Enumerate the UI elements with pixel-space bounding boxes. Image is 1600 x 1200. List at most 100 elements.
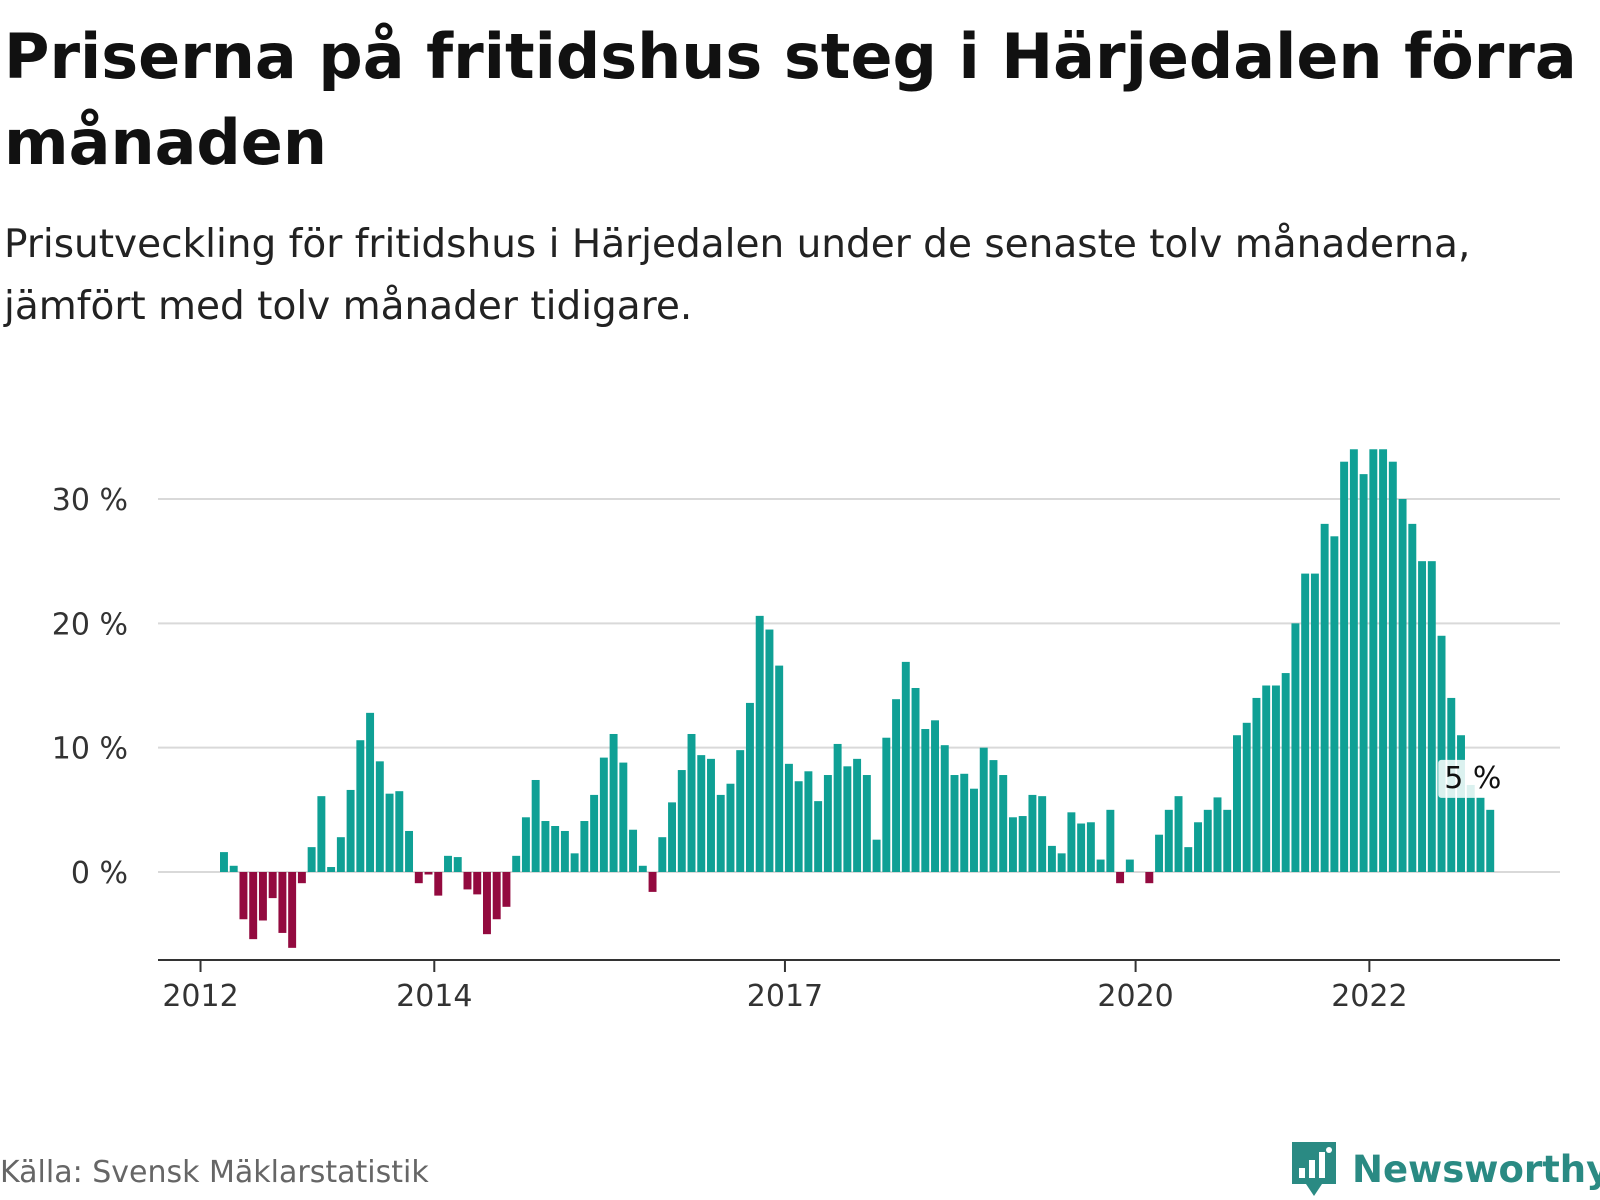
bar xyxy=(366,712,375,872)
y-tick-label: 10 % xyxy=(52,732,128,767)
bar xyxy=(989,760,998,872)
bar xyxy=(853,758,862,872)
bar xyxy=(1359,474,1368,872)
bar xyxy=(609,733,618,872)
bar-chart-bubble-icon xyxy=(1292,1142,1336,1196)
bar xyxy=(375,761,384,872)
end-value-label: 5 % xyxy=(1444,761,1501,796)
bar xyxy=(1252,697,1261,872)
bar xyxy=(288,872,297,948)
bar xyxy=(297,872,306,884)
bar xyxy=(668,802,676,872)
bar xyxy=(619,762,628,872)
bar xyxy=(1077,823,1086,872)
bar xyxy=(707,758,715,872)
bar xyxy=(414,872,423,884)
bar xyxy=(1310,573,1319,872)
bar xyxy=(1427,561,1436,872)
bar xyxy=(716,794,725,872)
bar xyxy=(444,855,452,872)
brand-logo: Newsworthy xyxy=(1288,1138,1600,1200)
bar xyxy=(239,872,248,920)
bar xyxy=(882,737,891,872)
bar xyxy=(794,781,803,872)
bar xyxy=(424,872,433,875)
bar xyxy=(921,729,930,872)
bar xyxy=(745,702,754,872)
bar xyxy=(648,872,657,892)
bar xyxy=(434,872,443,896)
bars xyxy=(220,449,1495,948)
bar xyxy=(502,872,511,907)
bar xyxy=(1349,449,1358,872)
bar xyxy=(1271,685,1280,872)
x-tick-label: 2012 xyxy=(162,979,238,1014)
bar xyxy=(1466,784,1475,872)
bar xyxy=(1320,523,1329,872)
chart-subtitle: Prisutveckling för fritidshus i Härjedal… xyxy=(4,222,1471,329)
bar xyxy=(911,687,920,872)
bar xyxy=(1437,635,1446,872)
bar xyxy=(755,615,764,872)
bar xyxy=(1125,859,1134,872)
bar xyxy=(979,747,988,872)
bar xyxy=(307,847,316,872)
bar xyxy=(736,750,745,872)
bar xyxy=(687,733,696,872)
bar xyxy=(823,775,832,872)
bar xyxy=(1418,561,1427,872)
bar xyxy=(1028,794,1037,872)
bar xyxy=(590,794,599,872)
bar xyxy=(960,773,969,872)
bar xyxy=(697,755,706,872)
bar xyxy=(1194,822,1202,872)
end-label-background xyxy=(1438,759,1527,798)
bar xyxy=(1301,573,1310,872)
bar xyxy=(395,791,404,872)
bar xyxy=(220,852,228,872)
source-note: Källa: Svensk Mäklarstatistik xyxy=(0,1155,429,1190)
bar xyxy=(570,853,579,872)
bar xyxy=(482,872,491,935)
x-tick-label: 2014 xyxy=(396,979,472,1014)
bar xyxy=(775,665,784,872)
bar xyxy=(1203,809,1212,872)
bar xyxy=(1291,623,1300,872)
bar xyxy=(1213,797,1222,872)
bar xyxy=(970,788,978,872)
bar xyxy=(317,796,326,872)
bar xyxy=(638,865,647,872)
x-tick-label: 2022 xyxy=(1331,979,1407,1014)
bar xyxy=(1057,853,1066,872)
bar xyxy=(278,872,287,933)
bar xyxy=(336,837,345,872)
bar xyxy=(1223,809,1232,872)
bar xyxy=(931,720,939,872)
bar xyxy=(833,743,842,872)
bar xyxy=(599,757,608,872)
bar xyxy=(327,867,336,872)
bar xyxy=(560,830,569,872)
y-tick-label: 30 % xyxy=(52,483,128,518)
bar xyxy=(999,775,1008,872)
bar xyxy=(804,771,813,872)
bar xyxy=(658,837,667,872)
bar xyxy=(1018,816,1027,872)
bar xyxy=(1476,797,1485,872)
bar xyxy=(892,699,901,872)
bar xyxy=(492,872,501,920)
bar xyxy=(1262,685,1271,872)
bar xyxy=(726,783,735,872)
bar xyxy=(346,789,355,872)
bar xyxy=(229,865,238,872)
bar xyxy=(677,770,686,872)
labels: 0 % 10 % 20 % 30 % 2012 2014 2017 2020 2022 5 % xyxy=(52,483,1527,1014)
x-axis xyxy=(158,959,1560,972)
bar xyxy=(784,763,793,872)
bar xyxy=(1047,845,1056,872)
bar xyxy=(1457,735,1465,872)
bar xyxy=(521,817,530,872)
bar xyxy=(940,745,949,872)
bar xyxy=(1164,809,1173,872)
bar xyxy=(453,857,462,872)
